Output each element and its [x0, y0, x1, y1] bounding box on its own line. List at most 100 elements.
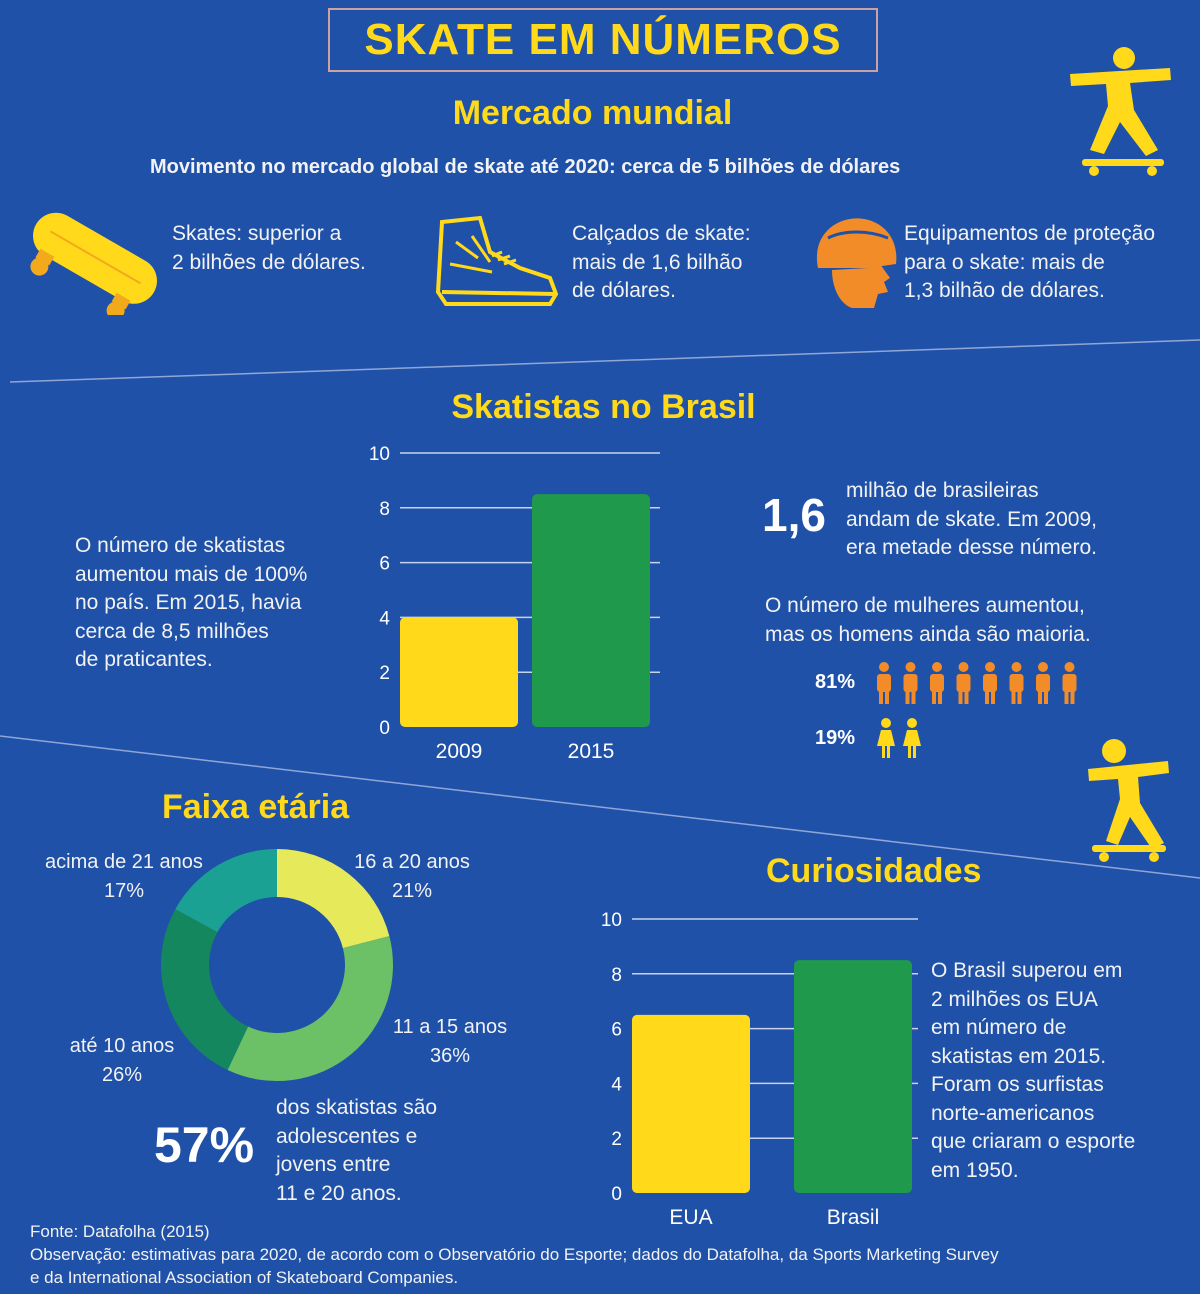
donut-slice-0	[277, 849, 390, 949]
man-icon	[1062, 662, 1077, 704]
skatistas-ytick-4: 4	[379, 608, 390, 629]
woman-icon	[877, 718, 895, 758]
man-icon	[1009, 662, 1024, 704]
footer-note-line-1: Observação: estimativas para 2020, de ac…	[30, 1245, 999, 1264]
curiosidades-line-3: em número de	[931, 1016, 1067, 1039]
mercado-equip-line-1: Equipamentos de proteção	[904, 222, 1156, 245]
skatistas-ytick-6: 6	[379, 554, 390, 575]
brasil-right-line-1: milhão de brasileiras	[846, 479, 1039, 502]
faixa-note-line-1: dos skatistas são	[276, 1096, 438, 1119]
mercado-subtitle: Movimento no mercado global de skate até…	[150, 156, 901, 178]
skatistas-xlabel-2009: 2009	[436, 740, 483, 763]
curiosidades-line-5: Foram os surfistas	[931, 1073, 1104, 1096]
curiosidades-line-1: O Brasil superou em	[931, 959, 1123, 982]
man-icon	[956, 662, 971, 704]
skatistas-bar-chart: 0 2 4 6 8 10 2009 2015	[369, 444, 660, 763]
faixa-heading: Faixa etária	[162, 788, 350, 826]
skatistas-ytick-0: 0	[379, 718, 390, 739]
skater-icon	[1070, 47, 1171, 176]
curiosidades-xlabel-Brasil: Brasil	[827, 1206, 880, 1229]
brasil-right-line-3: era metade desse número.	[846, 536, 1097, 559]
mercado-equip-line-2: para o skate: mais de	[904, 250, 1105, 274]
divider-top	[9, 339, 1200, 383]
donut-label-2: até 10 anos	[70, 1035, 175, 1057]
mercado-heading: Mercado mundial	[452, 94, 733, 132]
brasil-women-text: O número de mulheres aumentou, mas os ho…	[765, 592, 1091, 649]
faixa-donut-chart: 16 a 20 anos 21% 11 a 15 anos 36% até 10 ano…	[45, 849, 507, 1086]
curiosidades-ytick-6: 6	[611, 1020, 622, 1041]
skater-icon-2	[1088, 739, 1169, 862]
faixa-big-pct: 57%	[154, 1117, 255, 1173]
man-icon	[930, 662, 944, 704]
mercado-item-skates: Skates: superior a 2 bilhões de dólares.	[172, 220, 366, 277]
brasil-left-text: O número de skatistas aumentou mais de 1…	[75, 532, 307, 675]
curiosidades-heading: Curiosidades	[766, 852, 982, 890]
sneaker-icon	[435, 215, 559, 306]
brasil-left-line-5: de praticantes.	[75, 648, 213, 671]
footer: Fonte: Datafolha (2015) Observação: esti…	[30, 1220, 999, 1289]
man-icon	[983, 662, 997, 704]
man-icon	[877, 662, 891, 704]
curiosidades-bar-Brasil	[794, 960, 912, 1193]
curiosidades-line-7: que criaram o esporte	[931, 1130, 1136, 1153]
people-pictogram	[877, 662, 1077, 758]
donut-value-3: 17%	[104, 880, 144, 902]
curiosidades-ytick-8: 8	[611, 965, 622, 986]
footer-source: Fonte: Datafolha (2015)	[30, 1222, 210, 1241]
mercado-calcados-line-1: Calçados de skate:	[572, 222, 751, 245]
donut-value-1: 36%	[430, 1045, 470, 1067]
curiosidades-line-2: 2 milhões os EUA	[931, 987, 1098, 1011]
helmet-icon	[816, 218, 897, 308]
brasil-left-line-1: O número de skatistas	[75, 534, 286, 557]
donut-label-0: 16 a 20 anos	[354, 851, 470, 873]
man-icon	[1036, 662, 1050, 704]
mercado-skates-line-2: 2 bilhões de dólares.	[172, 250, 366, 274]
brasil-big-number: 1,6	[762, 489, 826, 541]
skatistas-xlabel-2015: 2015	[568, 740, 615, 763]
skateboard-icon	[30, 212, 157, 315]
mercado-calcados-line-2: mais de 1,6 bilhão	[572, 250, 743, 274]
curiosidades-bar-EUA	[632, 1014, 750, 1193]
men-pct: 81%	[815, 671, 856, 693]
brasil-left-line-4: cerca de 8,5 milhões	[75, 619, 269, 643]
donut-slice-1	[227, 936, 393, 1081]
brasil-right-line-2: andam de skate. Em 2009,	[846, 507, 1097, 531]
faixa-note: dos skatistas são adolescentes e jovens …	[276, 1094, 437, 1208]
brasil-left-line-3: no país. Em 2015, havia	[75, 591, 302, 614]
skatistas-bar-2015	[532, 494, 650, 727]
curiosidades-ytick-2: 2	[611, 1129, 622, 1150]
brasil-right-text: milhão de brasileiras andam de skate. Em…	[846, 477, 1097, 563]
donut-slice-2	[160, 909, 249, 1070]
brasil-heading: Skatistas no Brasil	[451, 388, 756, 426]
donut-slice-3	[175, 849, 277, 933]
donut-value-2: 26%	[102, 1064, 142, 1086]
curiosidades-line-6: norte-americanos	[931, 1101, 1095, 1125]
man-icon	[903, 662, 918, 704]
curiosidades-ytick-0: 0	[611, 1184, 622, 1205]
women-pct: 19%	[815, 727, 856, 749]
curiosidades-xlabel-EUA: EUA	[669, 1206, 712, 1229]
brasil-left-line-2: aumentou mais de 100%	[75, 562, 308, 586]
curiosidades-ytick-10: 10	[601, 910, 622, 931]
donut-value-0: 21%	[392, 880, 432, 902]
curiosidades-text: O Brasil superou em 2 milhões os EUA em …	[931, 957, 1135, 1185]
mercado-item-calcados: Calçados de skate: mais de 1,6 bilhão de…	[572, 220, 751, 306]
brasil-women-line-2: mas os homens ainda são maioria.	[765, 622, 1091, 646]
faixa-note-line-2: adolescentes e	[276, 1124, 418, 1148]
skatistas-ytick-8: 8	[379, 499, 390, 520]
faixa-note-line-3: jovens entre	[276, 1153, 391, 1176]
woman-icon	[903, 718, 921, 758]
curiosidades-bar-chart: 0 2 4 6 8 10 EUA Brasil	[601, 910, 918, 1229]
donut-label-1: 11 a 15 anos	[393, 1016, 507, 1038]
faixa-note-line-4: 11 e 20 anos.	[276, 1181, 402, 1205]
curiosidades-line-8: em 1950.	[931, 1158, 1019, 1182]
mercado-item-equipamentos: Equipamentos de proteção para o skate: m…	[904, 220, 1155, 306]
footer-note-line-2: e da International Association of Skateb…	[30, 1268, 459, 1287]
mercado-equip-line-3: 1,3 bilhão de dólares.	[904, 279, 1105, 302]
skatistas-bar-2009	[400, 617, 518, 727]
donut-label-3: acima de 21 anos	[45, 851, 203, 873]
page-title: SKATE EM NÚMEROS	[328, 8, 878, 72]
skatistas-ytick-10: 10	[369, 444, 390, 465]
mercado-calcados-line-3: de dólares.	[572, 279, 676, 302]
curiosidades-ytick-4: 4	[611, 1074, 622, 1095]
